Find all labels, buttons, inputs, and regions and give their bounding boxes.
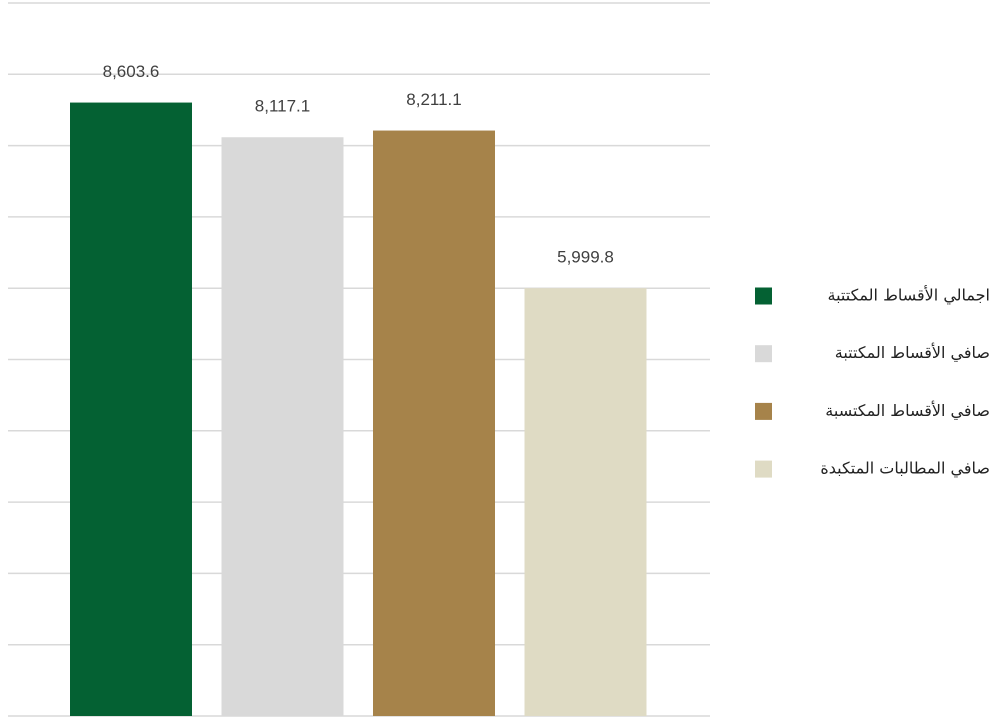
bar bbox=[373, 130, 495, 716]
legend-swatch bbox=[755, 287, 772, 305]
legend-label: اجمالي الأقساط المكتتبة bbox=[828, 285, 990, 306]
legend-label: صافي الأقساط المكتسبة bbox=[825, 400, 990, 421]
bar bbox=[221, 137, 344, 717]
value-label: 8,117.1 bbox=[255, 97, 310, 116]
value-label: 5,999.8 bbox=[557, 248, 614, 267]
legend-label: صافي الأقساط المكتتبة bbox=[835, 342, 990, 363]
legend-swatch bbox=[755, 460, 772, 478]
legend-label: صافي المطالبات المتكبدة bbox=[820, 459, 990, 479]
value-label: 8,211.1 bbox=[406, 90, 461, 109]
bar bbox=[70, 102, 192, 717]
legend-swatch bbox=[755, 345, 772, 363]
value-label: 8,603.6 bbox=[103, 62, 160, 81]
bar bbox=[524, 288, 647, 716]
legend-swatch bbox=[755, 402, 772, 420]
